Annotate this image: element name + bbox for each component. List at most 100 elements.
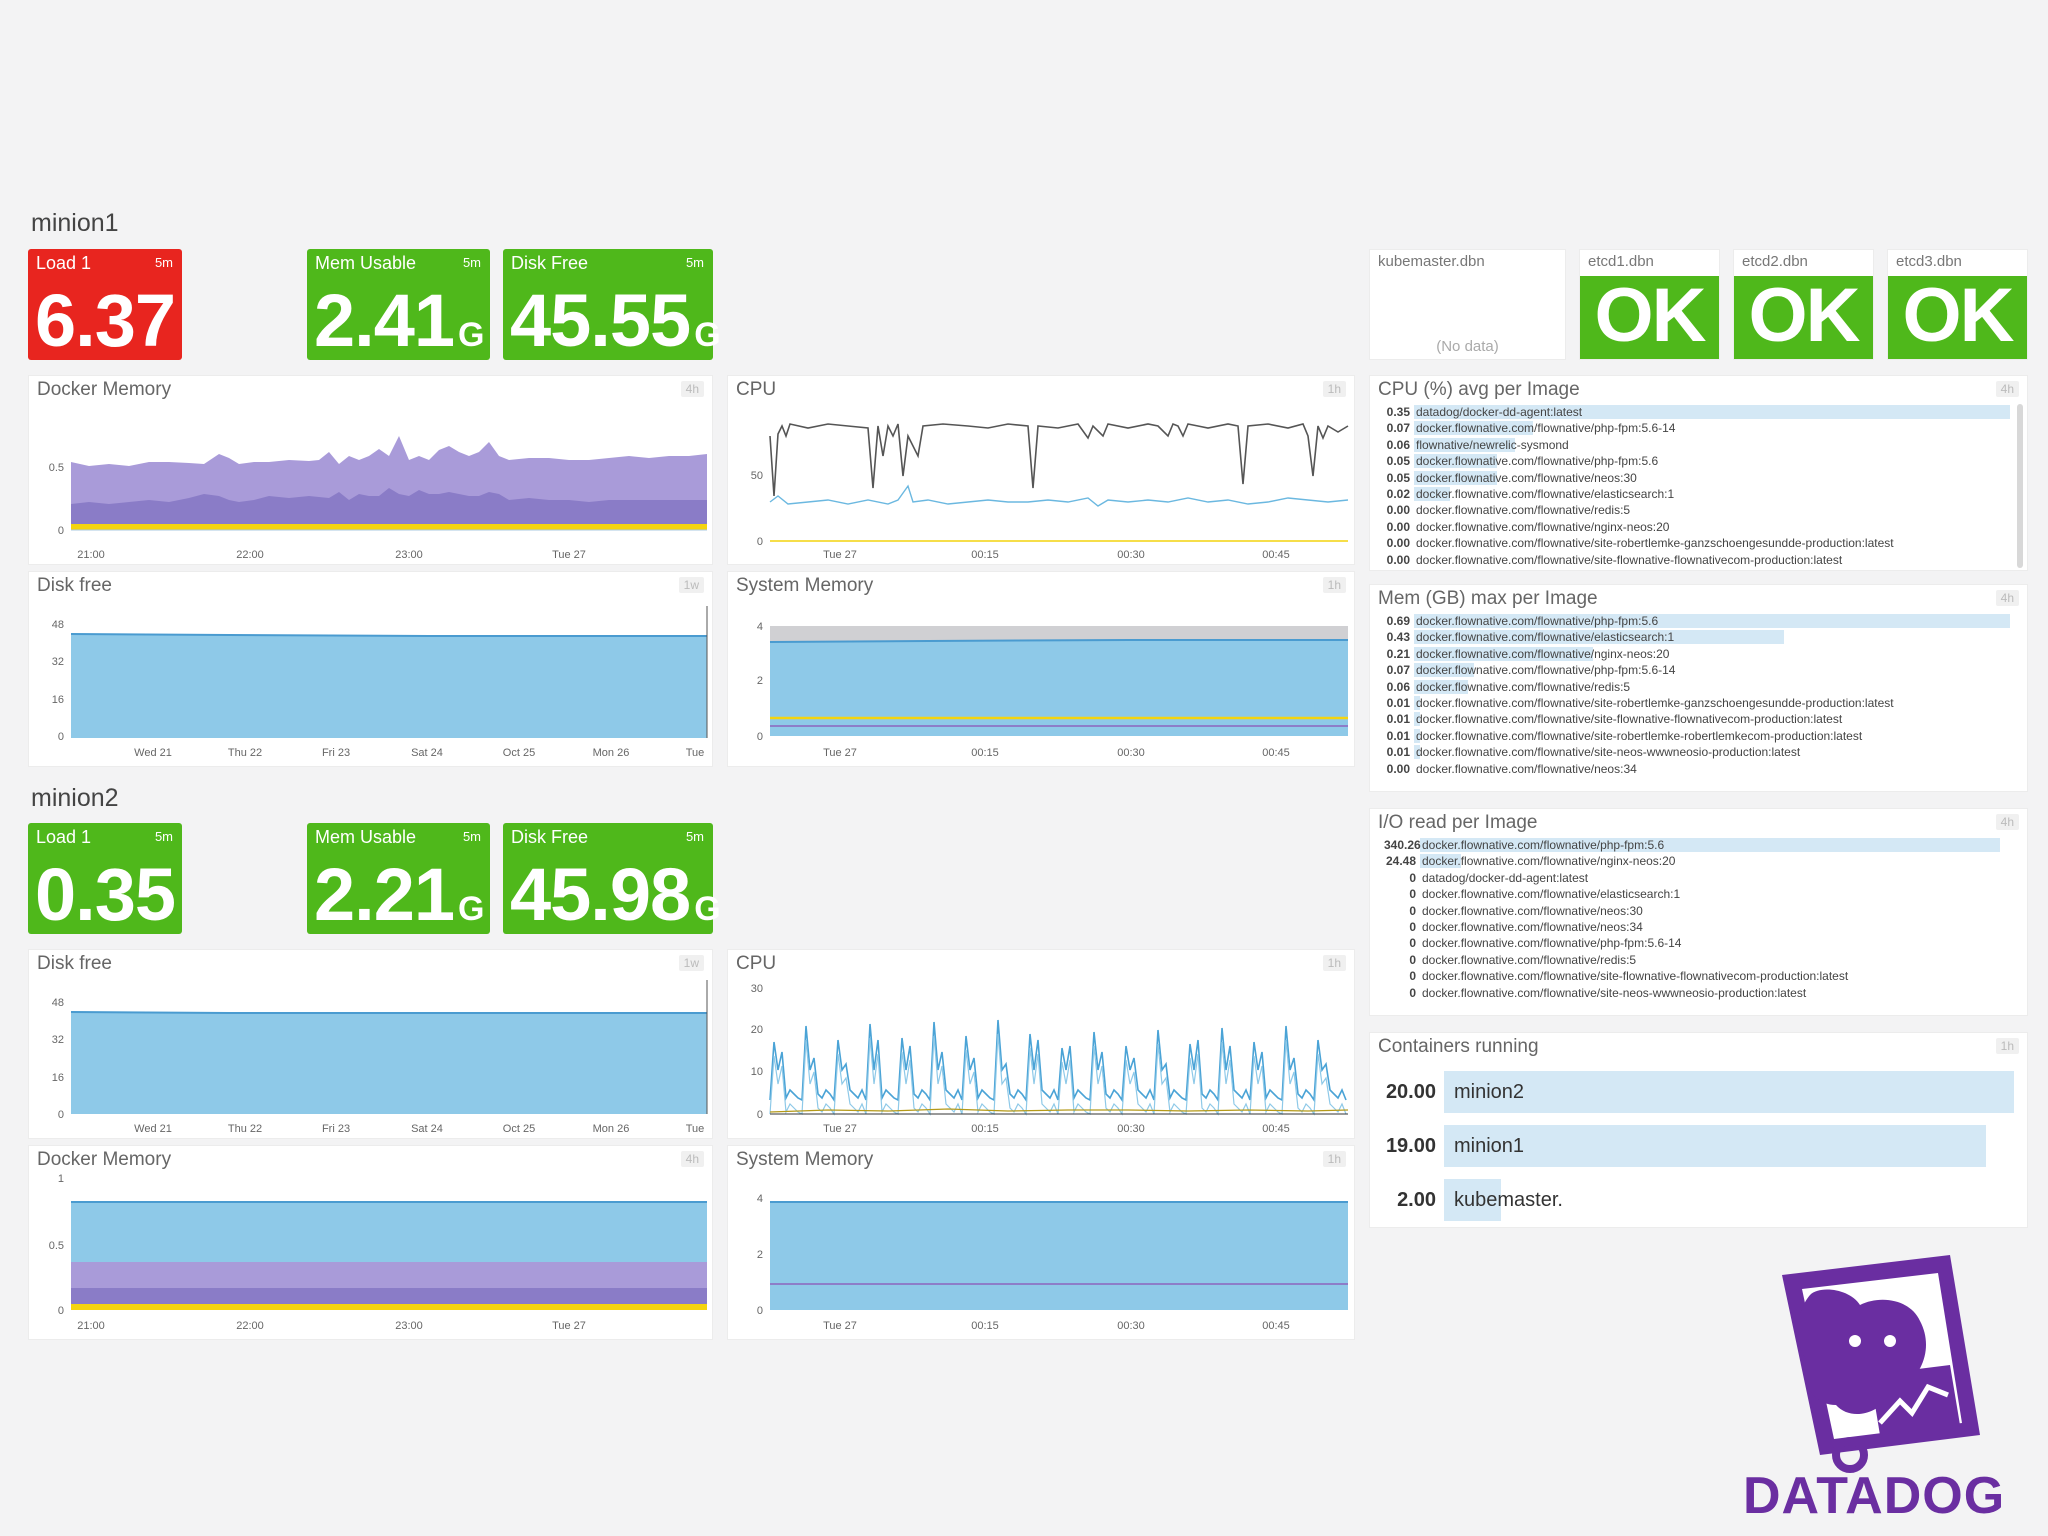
- toplist-row[interactable]: 0.00 docker.flownative.com/flownative/ngi…: [1378, 519, 2013, 535]
- check-etcd3[interactable]: etcd3.dbn OK: [1887, 249, 2028, 360]
- containers-row[interactable]: 19.00 minion1: [1370, 1125, 2013, 1167]
- scrollbar[interactable]: [2017, 404, 2023, 568]
- minion2-mem-widget[interactable]: Mem Usable 5m 2.21 G: [307, 823, 490, 934]
- toplist-row[interactable]: 0.21 docker.flownative.com/flownative/ngi…: [1378, 646, 2013, 662]
- toplist-row[interactable]: 0 docker.flownative.com/flownative/neos:3…: [1384, 903, 2013, 919]
- toplist-row[interactable]: 0 docker.flownative.com/flownative/redis:…: [1384, 952, 2013, 968]
- x-tick: Mon 26: [593, 747, 630, 759]
- toplist-row[interactable]: 0.06 docker.flownative.com/flownative/red…: [1378, 679, 2013, 695]
- toplist-value: 0.43: [1386, 630, 1410, 645]
- timespan-label: 5m: [154, 255, 173, 270]
- toplist-row[interactable]: 0.05 docker.flownative.com/flownative/neo…: [1378, 470, 2013, 486]
- y-tick: 1: [58, 1173, 64, 1185]
- x-tick: Sat 24: [411, 747, 443, 759]
- toplist-label: docker.flownative.com/flownative/site-fl…: [1416, 552, 1843, 567]
- toplist-row[interactable]: 0.02 docker.flownative.com/flownative/ela…: [1378, 486, 2013, 502]
- mem-per-image-toplist[interactable]: Mem (GB) max per Image 4h 0.69 docker.flo…: [1369, 584, 2028, 792]
- toplist-row[interactable]: 0 datadog/docker-dd-agent:latest: [1384, 870, 2013, 886]
- cpu-chart: 30 20 10 0 Tue 27 00:15 00:30 00:45: [751, 983, 1349, 1135]
- containers-row[interactable]: 2.00 kubemaster.: [1370, 1179, 2013, 1221]
- toplist-bar: [1414, 630, 1784, 645]
- widget-title: Disk Free: [511, 827, 589, 847]
- toplist-row[interactable]: 0 docker.flownative.com/flownative/neos:3…: [1384, 919, 2013, 935]
- toplist-row[interactable]: 0.00 docker.flownative.com/flownative/sit…: [1378, 535, 2013, 551]
- minion2-docker-memory-graph[interactable]: Docker Memory 4h 1 0.5 0 21:00 22:00 23:…: [28, 1145, 713, 1340]
- toplist-row[interactable]: 0.00 docker.flownative.com/flownative/red…: [1378, 502, 2013, 518]
- minion2-disk-free-graph[interactable]: Disk free 1w 48 32 16 0 Wed 21 Thu 22 Fr…: [28, 949, 713, 1139]
- toplist-value: 0.01: [1386, 728, 1410, 743]
- toplist-row[interactable]: 0.05 docker.flownative.com/flownative/php…: [1378, 453, 2013, 469]
- minion1-cpu-graph[interactable]: CPU 1h 50 0 Tue 27 00:15 00:30 00:45: [727, 375, 1355, 565]
- minion1-disk-free-graph[interactable]: Disk free 1w 48 32 16 0 Wed 21 Thu 22 Fr…: [28, 571, 713, 767]
- timespan-badge: 4h: [1995, 814, 2019, 830]
- toplist-row[interactable]: 0 docker.flownative.com/flownative/site-f…: [1384, 968, 2013, 984]
- minion2-system-memory-graph[interactable]: System Memory 1h 4 2 0 Tue 27 00:15 00:3…: [727, 1145, 1355, 1340]
- check-etcd2[interactable]: etcd2.dbn OK: [1733, 249, 1874, 360]
- toplist-row[interactable]: 0 docker.flownative.com/flownative/elasti…: [1384, 886, 2013, 902]
- toplist-value: 0: [1409, 903, 1416, 918]
- toplist-row[interactable]: 0 docker.flownative.com/flownative/php-fp…: [1384, 935, 2013, 951]
- timespan-label: 5m: [462, 255, 481, 270]
- widget-value: 45.98 G: [510, 853, 721, 936]
- y-tick: 0: [58, 1305, 64, 1317]
- area-series-blue: [71, 1012, 707, 1114]
- widget-title: Load 1: [36, 253, 92, 273]
- toplist-label: datadog/docker-dd-agent:latest: [1416, 405, 1583, 419]
- toplist-row[interactable]: 0.00 docker.flownative.com/flownative/neo…: [1378, 761, 2013, 777]
- containers-running-toplist[interactable]: Containers running 1h 20.00 minion2 19.00 m…: [1369, 1032, 2028, 1228]
- io-per-image-toplist[interactable]: I/O read per Image 4h 340.26 docker.flown…: [1369, 808, 2028, 1016]
- minion1-disk-widget[interactable]: Disk Free 5m 45.55 G: [503, 249, 721, 360]
- toplist-row[interactable]: 0.69 docker.flownative.com/flownative/php…: [1378, 613, 2013, 629]
- check-etcd1[interactable]: etcd1.dbn OK: [1579, 249, 1720, 360]
- toplist-row[interactable]: 0.01 docker.flownative.com/flownative/sit…: [1378, 695, 2013, 711]
- toplist-row[interactable]: 0.01 docker.flownative.com/flownative/sit…: [1378, 728, 2013, 744]
- toplist-row[interactable]: 0.00 docker.flownative.com/flownative/sit…: [1378, 552, 2013, 568]
- area-series-dark-purple: [71, 488, 707, 528]
- y-tick: 0: [58, 1109, 64, 1121]
- containers-rows: 20.00 minion2 19.00 minion1 2.00 kubemaster.: [1370, 1071, 2014, 1227]
- toplist-row[interactable]: 0.43 docker.flownative.com/flownative/ela…: [1378, 629, 2013, 645]
- containers-label: kubemaster.: [1454, 1189, 1563, 1211]
- minion1-mem-widget[interactable]: Mem Usable 5m 2.41 G: [307, 249, 490, 360]
- containers-bar: [1444, 1179, 1501, 1221]
- minion2-cpu-graph[interactable]: CPU 1h 30 20 10 0 Tue 27 00:15 00:30 00:…: [727, 949, 1355, 1139]
- section-title-minion1: minion1: [31, 209, 119, 237]
- minion1-system-memory-graph[interactable]: System Memory 1h 4 2 0 Tue 27 00:15 00:3…: [727, 571, 1355, 767]
- minion2-disk-widget[interactable]: Disk Free 5m 45.98 G: [503, 823, 721, 934]
- y-tick: 16: [52, 694, 64, 706]
- area-series-blue: [71, 1202, 707, 1262]
- minion2-load-widget[interactable]: Load 1 5m 0.35: [28, 823, 182, 934]
- check-kubemaster[interactable]: kubemaster.dbn (No data): [1369, 249, 1566, 360]
- line-series-blue: [769, 484, 1349, 507]
- widget-title: Mem Usable: [315, 253, 417, 273]
- toplist-label: docker.flownative.com/flownative/site-fl…: [1416, 712, 1843, 727]
- toplist-label: docker.flownative.com/flownative/site-ro…: [1416, 695, 1894, 710]
- containers-value: 19.00: [1385, 1135, 1436, 1157]
- toplist-row[interactable]: 0.07 docker.flownative.com/flownative/php…: [1378, 662, 2013, 678]
- toplist-row[interactable]: 340.26 docker.flownative.com/flownative/p…: [1384, 837, 2013, 853]
- graph-title: CPU: [736, 379, 777, 400]
- toplist-value: 0.06: [1386, 679, 1410, 694]
- cpu-per-image-toplist[interactable]: CPU (%) avg per Image 4h 0.35 datadog/doc…: [1369, 375, 2028, 571]
- no-data-label: (No data): [1436, 338, 1499, 355]
- toplist-row[interactable]: 0.35 datadog/docker-dd-agent:latest: [1378, 404, 2013, 420]
- toplist-row[interactable]: 0 docker.flownative.com/flownative/site-n…: [1384, 985, 2013, 1001]
- minion1-load-widget[interactable]: Load 1 5m 6.37: [28, 249, 182, 360]
- y-tick: 48: [52, 997, 64, 1009]
- line-series-light-blue: [769, 1033, 1347, 1116]
- toplist-value: 0.00: [1386, 503, 1410, 518]
- toplist-row[interactable]: 24.48 docker.flownative.com/flownative/ng…: [1384, 853, 2013, 869]
- toplist-row[interactable]: 0.01 docker.flownative.com/flownative/sit…: [1378, 744, 2013, 760]
- toplist-value: 0.07: [1386, 663, 1410, 678]
- toplist-label: docker.flownative.com/flownative/php-fpm…: [1416, 454, 1659, 469]
- containers-row[interactable]: 20.00 minion2: [1370, 1071, 2014, 1113]
- timespan-badge: 1h: [1995, 1038, 2019, 1054]
- toplist-row[interactable]: 0.01 docker.flownative.com/flownative/sit…: [1378, 711, 2013, 727]
- toplist-bar: [1414, 486, 1450, 501]
- toplist-row[interactable]: 0.07 docker.flownative.com/flownative/php…: [1378, 420, 2013, 436]
- toplist-label: docker.flownative.com/flownative/neos:34: [1416, 761, 1637, 776]
- minion1-docker-memory-graph[interactable]: Docker Memory 4h 0.5 0 21:00 22:00 23:00…: [28, 375, 713, 565]
- toplist-value: 0.07: [1386, 421, 1410, 436]
- toplist-row[interactable]: 0.06 flownative/newrelic-sysmond: [1378, 437, 2013, 453]
- timespan-badge: 1h: [1322, 577, 1346, 593]
